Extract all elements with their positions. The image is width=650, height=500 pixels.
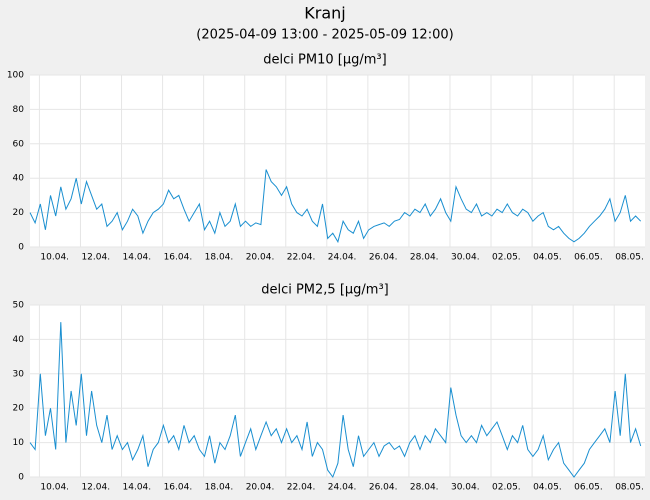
x-tick-label: 10.04. — [40, 253, 69, 263]
chart-title: delci PM10 [µg/m³] — [263, 53, 386, 68]
x-tick-label: 24.04. — [328, 483, 357, 493]
plot-area — [30, 305, 645, 477]
x-tick-label: 28.04. — [410, 253, 439, 263]
x-tick-label: 30.04. — [451, 253, 480, 263]
x-tick-label: 20.04. — [246, 483, 275, 493]
x-tick-label: 26.04. — [369, 483, 398, 493]
y-tick-label: 20 — [13, 404, 25, 414]
title: Kranj — [304, 4, 345, 23]
x-tick-label: 04.05. — [533, 483, 562, 493]
x-tick-label: 28.04. — [410, 483, 439, 493]
subtitle: (2025-04-09 13:00 - 2025-05-09 12:00) — [196, 28, 453, 43]
x-tick-label: 12.04. — [81, 483, 110, 493]
x-tick-label: 22.04. — [287, 253, 316, 263]
y-tick-label: 20 — [13, 208, 25, 218]
x-tick-label: 26.04. — [369, 253, 398, 263]
x-tick-label: 30.04. — [451, 483, 480, 493]
x-tick-label: 08.05. — [615, 253, 644, 263]
y-tick-label: 0 — [18, 473, 24, 483]
x-tick-label: 18.04. — [205, 483, 234, 493]
x-tick-label: 14.04. — [123, 253, 152, 263]
y-tick-label: 40 — [13, 174, 25, 184]
x-tick-label: 06.05. — [574, 483, 603, 493]
y-tick-label: 0 — [18, 243, 24, 253]
plot-area — [30, 75, 645, 247]
y-tick-label: 30 — [13, 369, 25, 379]
x-tick-label: 10.04. — [40, 483, 69, 493]
y-tick-label: 100 — [7, 71, 24, 81]
x-tick-label: 16.04. — [164, 253, 193, 263]
x-tick-label: 04.05. — [533, 253, 562, 263]
x-tick-label: 08.05. — [615, 483, 644, 493]
x-tick-label: 22.04. — [287, 483, 316, 493]
x-tick-label: 16.04. — [164, 483, 193, 493]
data-line — [29, 169, 642, 244]
x-tick-label: 20.04. — [246, 253, 275, 263]
y-tick-label: 60 — [13, 139, 25, 149]
x-tick-label: 24.04. — [328, 253, 357, 263]
x-tick-label: 02.05. — [492, 253, 521, 263]
chart-title: delci PM2,5 [µg/m³] — [261, 283, 389, 298]
y-tick-label: 40 — [13, 335, 25, 345]
data-line — [29, 322, 642, 479]
y-tick-label: 10 — [13, 438, 25, 448]
x-tick-label: 02.05. — [492, 483, 521, 493]
x-tick-label: 14.04. — [123, 483, 152, 493]
x-tick-label: 12.04. — [81, 253, 110, 263]
y-tick-label: 50 — [13, 301, 25, 311]
x-tick-label: 18.04. — [205, 253, 234, 263]
x-tick-label: 06.05. — [574, 253, 603, 263]
y-tick-label: 80 — [13, 105, 25, 115]
